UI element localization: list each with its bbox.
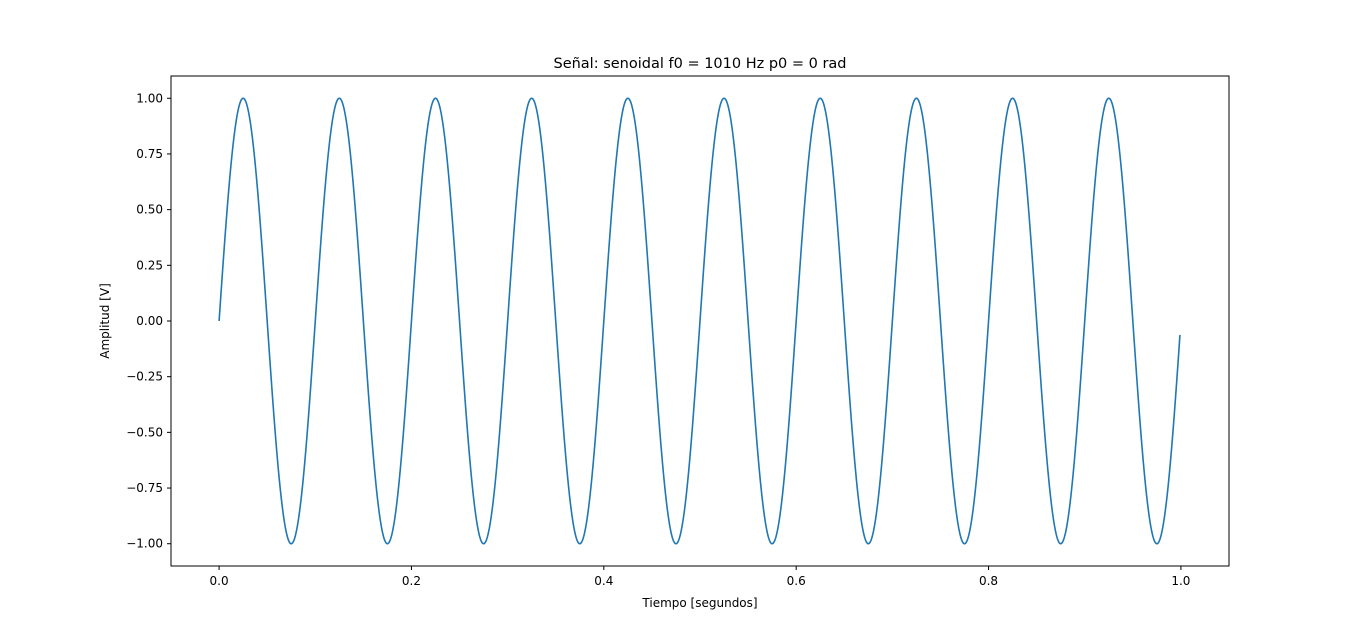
plot-area [170, 75, 1230, 567]
x-tick-label: 0.2 [402, 574, 421, 588]
y-tick-label: −0.25 [126, 370, 163, 384]
y-tick-label: 1.00 [136, 91, 163, 105]
y-tick-label: −0.50 [126, 425, 163, 439]
y-tick-label: 0.50 [136, 203, 163, 217]
x-tick-label: 0.6 [787, 574, 806, 588]
y-axis-ticks: 1.00 0.75 0.50 0.25 0.00 −0.25 −0.50 −0.75 −1.00 [126, 91, 171, 551]
y-tick-label: −1.00 [126, 537, 163, 551]
x-axis-ticks: 0.0 0.2 0.4 0.6 0.8 1.0 [210, 566, 1190, 588]
chart-title: Señal: senoidal f0 = 1010 Hz p0 = 0 rad [553, 56, 846, 72]
x-axis-label: Tiempo [segundos] [641, 596, 757, 610]
signal-line [218, 97, 1181, 545]
x-tick-label: 0.4 [594, 574, 613, 588]
y-tick-label: 0.00 [136, 314, 163, 328]
y-tick-label: 0.25 [136, 258, 163, 272]
x-tick-label: 0.0 [210, 574, 229, 588]
y-tick-label: −0.75 [126, 481, 163, 495]
x-tick-label: 0.8 [979, 574, 998, 588]
x-tick-label: 1.0 [1171, 574, 1190, 588]
y-axis-label: Amplitud [V] [98, 283, 112, 359]
y-tick-label: 0.75 [136, 147, 163, 161]
